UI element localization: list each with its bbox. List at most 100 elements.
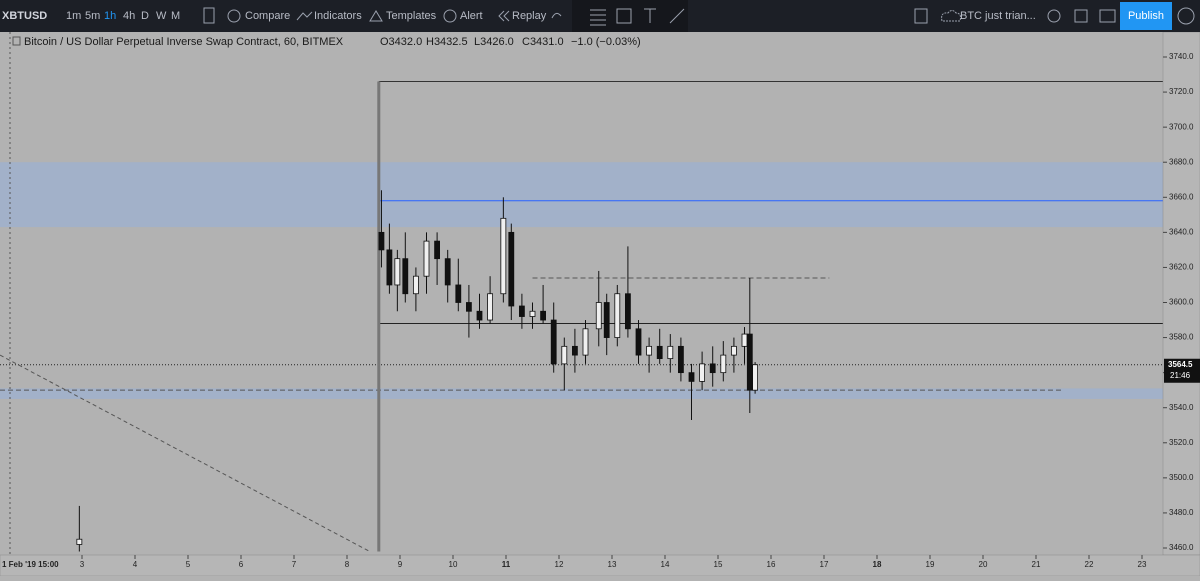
layout-name[interactable]: BTC just trian... xyxy=(960,10,1036,22)
replay-icon[interactable] xyxy=(498,10,510,22)
candle-body xyxy=(603,302,610,338)
indicators-button[interactable]: Indicators xyxy=(314,10,362,22)
time-tick-label: 4 xyxy=(133,560,138,569)
time-tick-label: 5 xyxy=(186,560,191,569)
time-tick-label: 22 xyxy=(1085,560,1094,569)
price-zone xyxy=(0,388,1163,399)
price-tick-label: 3680.0 xyxy=(1169,157,1194,166)
last-price-box xyxy=(1164,358,1200,383)
time-tick-label: 15 xyxy=(714,560,723,569)
time-tick-label: 13 xyxy=(608,560,617,569)
interval-button[interactable]: W xyxy=(156,10,167,22)
templates-icon[interactable] xyxy=(369,10,383,22)
fullscreen-icon[interactable] xyxy=(1074,9,1088,23)
interval-button[interactable]: M xyxy=(171,10,180,22)
time-tick-label: 16 xyxy=(767,560,776,569)
layout-icon[interactable] xyxy=(914,8,928,24)
interval-button[interactable]: 5m xyxy=(85,10,100,22)
candle-body xyxy=(500,217,507,295)
interval-button[interactable]: 1m xyxy=(66,10,81,22)
candle-body xyxy=(572,345,578,356)
price-tick-label: 3500.0 xyxy=(1169,473,1194,482)
price-tick-label: 3620.0 xyxy=(1169,263,1194,272)
candle-body xyxy=(667,345,674,360)
candle-body xyxy=(529,310,536,317)
candle-body xyxy=(487,293,493,321)
legend-change: −1.0 (−0.03%) xyxy=(571,36,641,48)
time-tick-label: 7 xyxy=(292,560,297,569)
candle-body xyxy=(455,284,462,303)
candle-body xyxy=(378,231,385,251)
candle-body xyxy=(540,310,547,321)
stream-icon[interactable] xyxy=(1177,7,1195,25)
candle-body xyxy=(386,249,393,286)
settings-icon[interactable] xyxy=(1047,9,1061,23)
symbol[interactable]: XBTUSD xyxy=(2,10,47,22)
legend-high: H3432.5 xyxy=(426,36,468,48)
interval-button[interactable]: 4h xyxy=(123,10,135,22)
time-tick-label: 3 xyxy=(80,560,85,569)
interval-button[interactable]: D xyxy=(141,10,149,22)
price-tick-label: 3460.0 xyxy=(1169,543,1194,552)
candle-body xyxy=(394,258,401,286)
indicators-icon[interactable] xyxy=(296,11,313,21)
compare-button[interactable]: Compare xyxy=(245,10,290,22)
candle-body xyxy=(508,231,515,307)
candle-body xyxy=(699,363,706,382)
fib-tool[interactable] xyxy=(590,9,606,26)
candle-body xyxy=(625,293,631,330)
axes: 3460.03480.03500.03520.03540.03560.03580… xyxy=(80,52,1200,569)
interval-group: 1m 5m 1h 4h D W M xyxy=(66,10,180,22)
time-tick-label: 23 xyxy=(1138,560,1147,569)
time-tick-label: 14 xyxy=(661,560,670,569)
candle-body xyxy=(614,293,621,338)
candle-body xyxy=(561,345,568,365)
compare-icon[interactable] xyxy=(227,9,241,23)
alert-icon[interactable] xyxy=(443,9,457,23)
time-tick-label: 12 xyxy=(555,560,564,569)
legend-close: C3431.0 xyxy=(522,36,564,48)
price-tick-label: 3640.0 xyxy=(1169,227,1194,236)
price-tick-label: 3720.0 xyxy=(1169,87,1194,96)
drawing-toolbar xyxy=(572,0,688,32)
price-zone xyxy=(0,162,1163,228)
legend-icon xyxy=(12,36,21,46)
time-tick-label: 11 xyxy=(502,560,511,569)
candle-body xyxy=(646,345,653,356)
countdown-label: 21:46 xyxy=(1170,371,1191,380)
candle-body xyxy=(465,302,472,312)
price-axis xyxy=(1162,31,1200,556)
candle-body xyxy=(444,258,451,286)
publish-label: Publish xyxy=(1128,10,1164,22)
time-axis xyxy=(0,554,1200,577)
candle-body xyxy=(595,302,602,330)
cursor-time: 1 Feb '19 15:00 xyxy=(2,560,59,569)
rectangle-tool[interactable] xyxy=(616,8,632,24)
candle-body xyxy=(709,363,716,374)
plot-area xyxy=(0,32,1163,555)
candle-body xyxy=(688,372,695,382)
candle-body xyxy=(423,240,430,277)
publish-button[interactable] xyxy=(1120,2,1172,30)
candle-body xyxy=(746,333,753,391)
trendline-tool[interactable] xyxy=(669,8,685,24)
replay-button[interactable]: Replay xyxy=(512,10,547,22)
candle-body xyxy=(656,345,663,360)
candle-body xyxy=(635,328,642,356)
templates-button[interactable]: Templates xyxy=(386,10,437,22)
interval-button[interactable]: 1h xyxy=(104,10,116,22)
price-tick-label: 3520.0 xyxy=(1169,438,1194,447)
legend-low: L3426.0 xyxy=(474,36,514,48)
candle-body xyxy=(720,354,727,374)
time-tick-label: 18 xyxy=(873,560,882,569)
undo-icon[interactable] xyxy=(551,12,562,19)
snapshot-icon[interactable] xyxy=(1099,9,1116,23)
cloud-icon[interactable] xyxy=(941,10,961,22)
time-tick-label: 6 xyxy=(239,560,244,569)
chart-type-icon[interactable] xyxy=(203,7,215,24)
candle-body xyxy=(412,275,419,295)
text-tool[interactable] xyxy=(644,8,656,23)
alert-button[interactable]: Alert xyxy=(460,10,483,22)
